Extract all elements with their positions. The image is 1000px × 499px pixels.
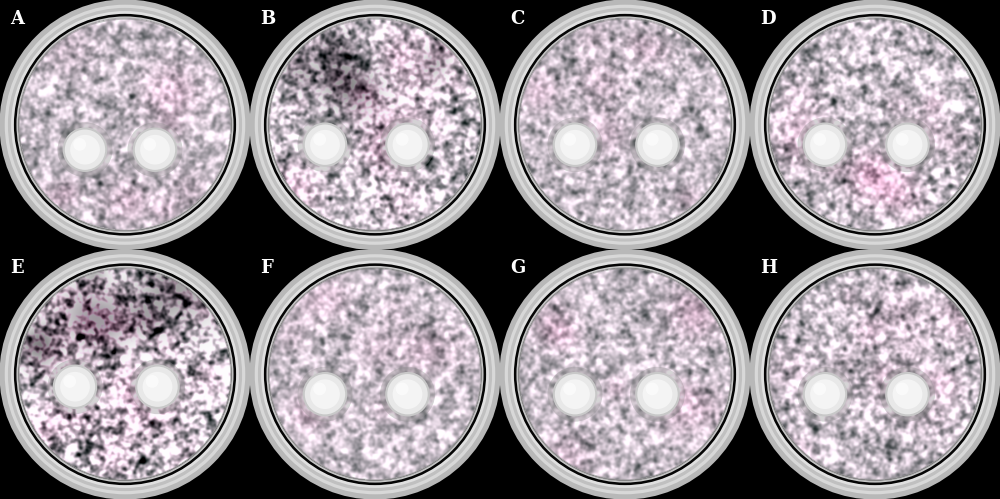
Circle shape: [630, 117, 685, 172]
Text: F: F: [260, 259, 273, 277]
Text: D: D: [760, 10, 776, 28]
Circle shape: [548, 367, 602, 422]
Circle shape: [48, 359, 103, 414]
Circle shape: [54, 365, 96, 408]
Circle shape: [63, 375, 76, 388]
Circle shape: [298, 367, 352, 422]
Circle shape: [886, 373, 929, 415]
Circle shape: [501, 1, 749, 249]
Circle shape: [251, 251, 499, 498]
Circle shape: [798, 117, 852, 172]
Circle shape: [893, 130, 922, 160]
Circle shape: [269, 268, 481, 480]
Circle shape: [813, 133, 826, 146]
Text: G: G: [510, 259, 525, 277]
Circle shape: [386, 124, 429, 166]
Circle shape: [560, 379, 590, 409]
Circle shape: [386, 373, 429, 415]
Circle shape: [140, 135, 170, 165]
Circle shape: [298, 117, 352, 172]
Circle shape: [136, 365, 179, 408]
Circle shape: [646, 133, 659, 146]
Circle shape: [769, 19, 981, 231]
Circle shape: [804, 124, 846, 166]
Circle shape: [896, 133, 909, 146]
Circle shape: [810, 130, 840, 160]
Circle shape: [643, 130, 672, 160]
Circle shape: [548, 117, 602, 172]
Circle shape: [636, 373, 679, 415]
Circle shape: [19, 268, 231, 480]
Text: A: A: [10, 10, 24, 28]
Circle shape: [630, 367, 685, 422]
Circle shape: [134, 129, 176, 171]
Circle shape: [643, 379, 672, 409]
Circle shape: [1, 1, 249, 249]
Circle shape: [893, 379, 922, 409]
Circle shape: [73, 138, 86, 151]
Circle shape: [251, 1, 499, 249]
Circle shape: [501, 251, 749, 498]
Circle shape: [813, 383, 826, 395]
Circle shape: [269, 19, 481, 231]
Circle shape: [751, 251, 999, 498]
Text: C: C: [510, 10, 524, 28]
Circle shape: [380, 367, 435, 422]
Circle shape: [304, 124, 346, 166]
Circle shape: [519, 268, 731, 480]
Circle shape: [519, 19, 731, 231]
Circle shape: [143, 372, 172, 402]
Circle shape: [380, 117, 435, 172]
Circle shape: [313, 133, 326, 146]
Circle shape: [769, 268, 981, 480]
Circle shape: [396, 383, 409, 395]
Circle shape: [810, 379, 840, 409]
Circle shape: [646, 383, 659, 395]
Text: E: E: [10, 259, 24, 277]
Circle shape: [1, 251, 249, 498]
Circle shape: [70, 135, 100, 165]
Text: B: B: [260, 10, 275, 28]
Circle shape: [880, 367, 935, 422]
Circle shape: [313, 383, 326, 395]
Circle shape: [563, 133, 576, 146]
Circle shape: [886, 124, 929, 166]
Circle shape: [60, 372, 90, 402]
Circle shape: [798, 367, 852, 422]
Circle shape: [19, 19, 231, 231]
Circle shape: [143, 138, 156, 151]
Circle shape: [636, 124, 679, 166]
Circle shape: [130, 359, 185, 414]
Circle shape: [554, 124, 596, 166]
Circle shape: [304, 373, 346, 415]
Circle shape: [310, 130, 340, 160]
Circle shape: [804, 373, 846, 415]
Circle shape: [393, 130, 422, 160]
Circle shape: [563, 383, 576, 395]
Circle shape: [396, 133, 409, 146]
Circle shape: [58, 122, 112, 177]
Circle shape: [310, 379, 340, 409]
Circle shape: [64, 129, 106, 171]
Circle shape: [560, 130, 590, 160]
Circle shape: [896, 383, 909, 395]
Text: H: H: [760, 259, 777, 277]
Circle shape: [393, 379, 422, 409]
Circle shape: [751, 1, 999, 249]
Circle shape: [880, 117, 935, 172]
Circle shape: [128, 122, 182, 177]
Circle shape: [146, 375, 159, 388]
Circle shape: [554, 373, 596, 415]
